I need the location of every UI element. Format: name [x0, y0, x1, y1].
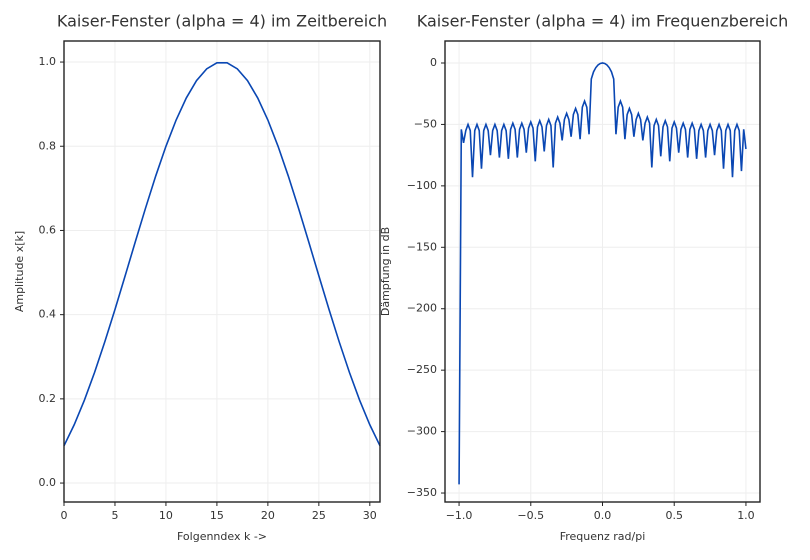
y-tick-label: 0.2 [39, 392, 57, 405]
y-tick-label: 0.8 [39, 139, 57, 152]
x-tick-label: 20 [261, 509, 275, 522]
x-axis-label: Frequenz rad/pi [560, 530, 646, 543]
y-tick-label: 0.0 [39, 476, 57, 489]
x-tick-label: 0 [61, 509, 68, 522]
line [63, 62, 381, 447]
y-tick-label: 1.0 [39, 55, 57, 68]
y-tick-label: −300 [407, 425, 437, 438]
y-tick-label: −250 [407, 363, 437, 376]
y-axis-label: Dämpfung in dB [379, 227, 392, 316]
x-axis-label: Folgenndex k -> [177, 530, 267, 543]
y-tick-label: −350 [407, 486, 437, 499]
y-tick-label: 0.6 [39, 223, 57, 236]
x-tick-label: 25 [312, 509, 326, 522]
chart-title: Kaiser-Fenster (alpha = 4) im Zeitbereic… [57, 12, 387, 31]
y-tick-label: 0 [430, 56, 437, 69]
x-tick-label: 1.0 [737, 509, 755, 522]
x-tick-label: 5 [111, 509, 118, 522]
y-tick-label: −50 [414, 117, 437, 130]
axes-frame [444, 40, 761, 503]
x-tick-label: 30 [363, 509, 377, 522]
y-tick-label: 0.4 [39, 308, 57, 321]
y-tick-label: −150 [407, 240, 437, 253]
x-tick-label: −1.0 [446, 509, 473, 522]
y-tick-label: −100 [407, 179, 437, 192]
x-tick-label: 0.0 [594, 509, 612, 522]
x-tick-label: −0.5 [517, 509, 544, 522]
y-tick-label: −200 [407, 302, 437, 315]
x-tick-label: 15 [210, 509, 224, 522]
x-tick-label: 0.5 [665, 509, 683, 522]
axes-frame [63, 40, 381, 503]
y-axis-label: Amplitude x[k] [13, 231, 26, 312]
chart-title: Kaiser-Fenster (alpha = 4) im Frequenzbe… [417, 12, 788, 31]
x-tick-label: 10 [159, 509, 173, 522]
line [458, 62, 747, 485]
